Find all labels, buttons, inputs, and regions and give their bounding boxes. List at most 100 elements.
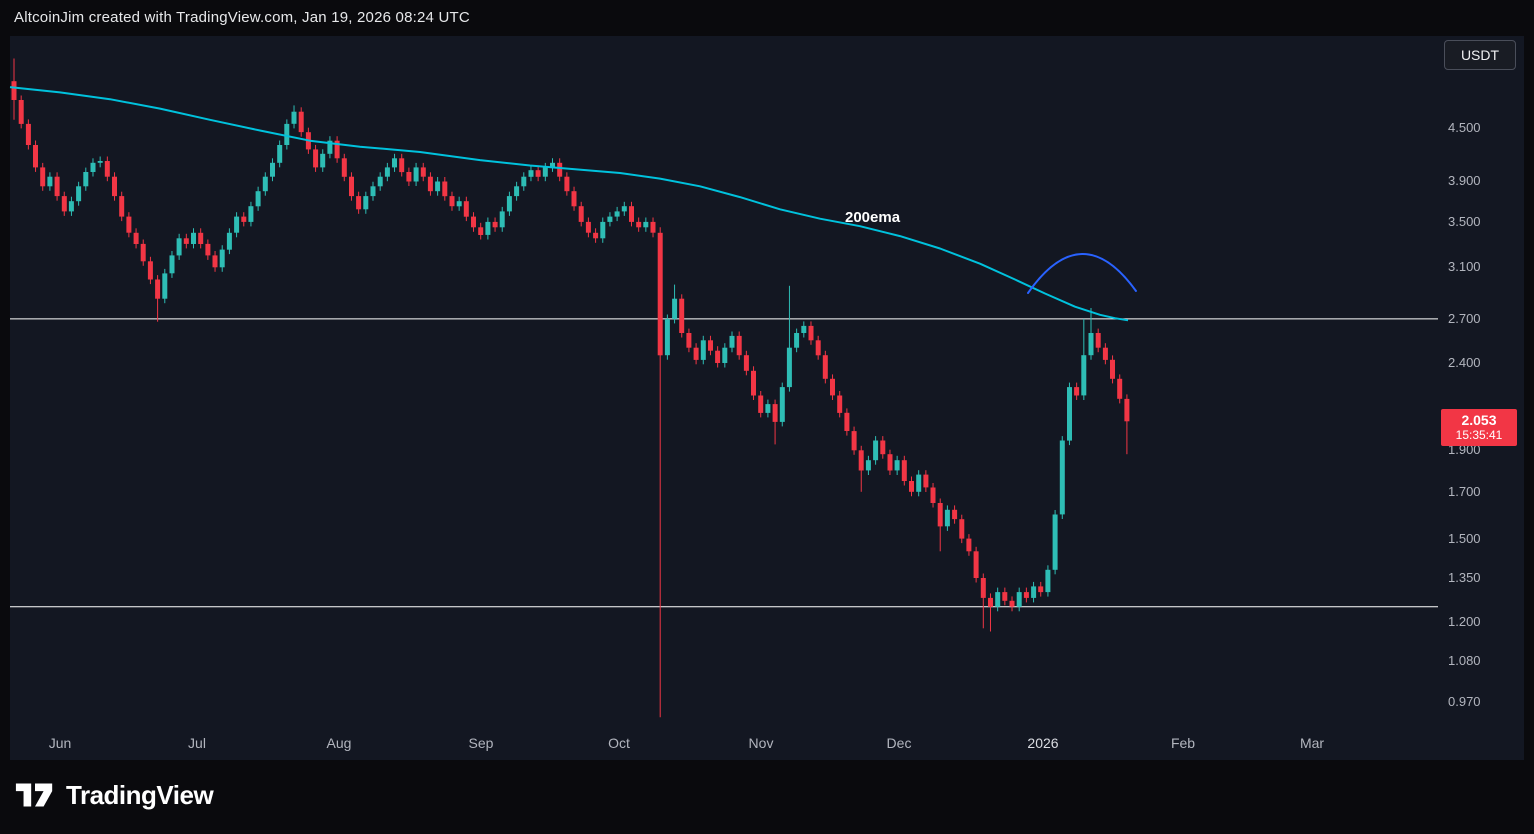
candle-body: [140, 243, 146, 262]
time-axis-label: Dec: [886, 735, 912, 751]
quote-currency-badge[interactable]: USDT: [1444, 40, 1516, 70]
candle-body: [226, 232, 232, 250]
candle-body: [11, 81, 17, 100]
candle-body: [61, 196, 67, 212]
candle-body: [1031, 586, 1037, 598]
price-axis-label: 1.700: [1448, 483, 1481, 499]
footer-brand: TradingView: [14, 779, 214, 811]
candle-body: [808, 325, 814, 341]
candle-body: [506, 196, 512, 212]
price-axis[interactable]: 4.500 3.900 3.500 3.100 2.700 2.400 1.900 1.700…: [1438, 36, 1524, 728]
candle-body: [952, 509, 958, 520]
price-axis-label: 2.400: [1448, 354, 1481, 370]
candle-body: [291, 111, 297, 124]
candle-body: [147, 261, 153, 280]
candle-body: [557, 162, 563, 177]
candle-body: [772, 404, 778, 422]
candle-body: [1016, 592, 1022, 607]
candle-body: [679, 298, 685, 333]
tradingview-logo-icon[interactable]: [14, 779, 56, 811]
arc-annotation[interactable]: [1027, 253, 1137, 294]
candle-body: [442, 181, 448, 197]
price-axis-label: 1.080: [1448, 653, 1481, 669]
candle-body: [97, 161, 103, 163]
candle-body: [435, 181, 441, 192]
candle-body: [708, 340, 713, 351]
candle-body: [68, 201, 74, 212]
candle-body: [334, 140, 340, 159]
time-axis[interactable]: Jun Jul Aug Sep Oct Nov Dec 2026 Feb Mar: [10, 728, 1438, 760]
candle-body: [758, 395, 764, 413]
candle-body: [191, 232, 196, 244]
candle-body: [1023, 592, 1029, 598]
candle-body: [528, 170, 534, 177]
candle-body: [76, 186, 82, 202]
candle-body: [255, 191, 261, 207]
candle-body: [25, 123, 31, 145]
candle-body: [298, 111, 304, 133]
candle-body: [327, 140, 333, 154]
ema-line[interactable]: [9, 86, 1129, 322]
time-axis-label: Mar: [1299, 735, 1325, 751]
candle-body: [664, 318, 670, 356]
candle-body: [887, 454, 893, 471]
candle-body: [1088, 333, 1094, 356]
time-axis-label: Nov: [748, 735, 774, 751]
candle-body: [786, 347, 792, 388]
candle-body: [542, 167, 548, 177]
candle-body: [629, 206, 634, 222]
candle-body: [384, 167, 390, 177]
candle-body: [822, 355, 828, 379]
price-axis-label: 1.200: [1448, 614, 1481, 629]
candle-body: [693, 347, 699, 360]
candle-body: [873, 440, 879, 461]
candle-body: [449, 196, 455, 207]
candle-body: [399, 158, 405, 173]
candle-body: [980, 578, 986, 598]
candle-body: [593, 232, 599, 239]
candle-body: [1059, 440, 1065, 515]
candle-body: [901, 460, 907, 481]
candle-body: [729, 335, 735, 348]
candle-body: [169, 255, 175, 274]
candle-body: [499, 211, 505, 228]
candle-body: [183, 238, 189, 244]
candle-body: [607, 216, 613, 222]
candle-body: [54, 176, 60, 197]
candle-body: [420, 167, 426, 177]
candle-body: [909, 481, 914, 492]
candle-body: [1095, 333, 1101, 348]
candle-body: [33, 145, 38, 168]
candle-body: [313, 149, 319, 168]
candle-body: [672, 298, 678, 319]
candle-body: [47, 176, 53, 187]
candle-body: [765, 404, 771, 413]
candle-body: [356, 196, 362, 210]
candle-body: [205, 243, 211, 256]
candle-body: [456, 201, 462, 207]
candle-body: [485, 221, 491, 235]
candle-body: [801, 325, 807, 333]
candle-body: [270, 162, 275, 177]
candle-body: [686, 333, 692, 348]
candle-body: [162, 273, 168, 299]
tradingview-wordmark[interactable]: TradingView: [66, 779, 214, 810]
candle-body: [341, 158, 347, 177]
candle-body: [715, 350, 721, 363]
candle-body: [988, 597, 993, 607]
candle-body: [155, 279, 161, 299]
candle-body: [119, 196, 125, 217]
candle-body: [349, 176, 354, 197]
price-axis-label: 1.500: [1448, 530, 1481, 546]
candle-body: [514, 186, 520, 197]
candle-body: [621, 206, 627, 212]
candle-body: [751, 370, 756, 396]
candle-body: [916, 474, 922, 492]
candle-body: [779, 387, 785, 422]
candle-body: [550, 162, 555, 168]
last-price-value: 2.053: [1461, 412, 1497, 429]
candle-body: [413, 167, 419, 182]
candle-body: [363, 196, 369, 210]
